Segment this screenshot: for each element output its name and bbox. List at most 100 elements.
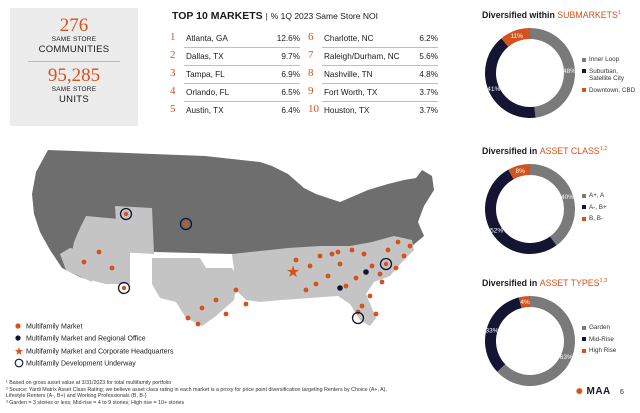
market-row: 4 Orlando, FL 6.5% xyxy=(170,85,300,99)
market-row-divider xyxy=(184,101,300,102)
top-markets-heading: TOP 10 MARKETS xyxy=(172,10,263,22)
us-map: ★ xyxy=(32,150,434,327)
market-marker xyxy=(359,303,365,309)
market-name: Austin, TX xyxy=(186,106,224,115)
donut-slice xyxy=(501,28,530,47)
market-rank: 6 xyxy=(308,31,314,43)
market-value: 9.7% xyxy=(281,52,300,61)
top-markets-subtitle: % 1Q 2023 Same Store NOI xyxy=(270,11,378,21)
market-rank: 7 xyxy=(308,49,314,61)
donut-value-label: 4% xyxy=(520,299,530,306)
market-marker xyxy=(395,239,401,245)
footnote-line: Lifestyle Renters (A-, B+) and Working P… xyxy=(6,393,147,400)
development-ring-dot xyxy=(121,285,127,291)
donut-value-label: 52% xyxy=(490,227,503,234)
donut-title-footnote: 1,3 xyxy=(599,278,608,285)
market-name: Raleigh/Durham, NC xyxy=(324,52,400,61)
market-marker xyxy=(367,293,373,299)
donut-title-prefix: Diversified in xyxy=(482,146,538,156)
legend-label: Suburban, Satellite City xyxy=(589,67,624,83)
footnote-line: ² Source: Yardi Matrix Asset Class Ratin… xyxy=(6,386,387,393)
market-value: 5.6% xyxy=(419,52,438,61)
legend-swatch xyxy=(582,88,586,92)
market-row-divider xyxy=(322,101,438,102)
market-marker xyxy=(329,251,335,257)
legend-label: A-, B+ xyxy=(589,203,607,211)
development-ring-marker xyxy=(117,281,131,295)
donut-title: Diversified in ASSET CLASS1,2 xyxy=(482,146,607,156)
market-marker xyxy=(353,275,359,281)
market-marker xyxy=(317,253,323,259)
market-row: 5 Austin, TX 6.4% xyxy=(170,103,300,117)
donut-title-accent: SUBMARKETS xyxy=(557,10,618,20)
market-name: Orlando, FL xyxy=(186,88,230,97)
donut-chart: 40% 52% 8% xyxy=(484,164,575,255)
donut-slice xyxy=(485,38,536,119)
donut-value-label: 11% xyxy=(510,33,523,40)
top-markets-title: TOP 10 MARKETS | % 1Q 2023 Same Store NO… xyxy=(172,10,462,22)
market-marker xyxy=(379,279,385,285)
legend-item: Downtown, CBD xyxy=(582,87,638,95)
svg-text:★: ★ xyxy=(14,346,24,356)
market-rank: 8 xyxy=(308,67,314,79)
market-marker xyxy=(81,259,87,265)
legend-item: Inner Loop xyxy=(582,56,638,64)
development-ring-marker xyxy=(119,207,133,221)
legend-item: A-, B+ xyxy=(582,204,638,212)
market-value: 12.6% xyxy=(276,34,300,43)
market-rank: 4 xyxy=(170,85,176,97)
headquarters-star-icon: ★ xyxy=(286,264,300,281)
donut-value-label: 41% xyxy=(487,86,500,93)
stats-box: 276 SAME STORE COMMUNITIES 95,285 SAME S… xyxy=(10,8,138,126)
page-number: 6 xyxy=(620,389,624,396)
market-marker xyxy=(313,281,319,287)
donut-value-label: 40% xyxy=(561,194,574,201)
communities-sub: SAME STORE xyxy=(51,36,97,43)
map-legend-item: ★ Multifamily Market and Corporate Headqu… xyxy=(14,346,173,358)
donut-value-label: 63% xyxy=(560,354,573,361)
market-row: 6 Charlotte, NC 6.2% xyxy=(308,31,438,45)
title-separator: | xyxy=(265,11,268,21)
market-value: 3.7% xyxy=(419,88,438,97)
maa-logo: ✺ MAA xyxy=(576,386,611,397)
donut-title-accent: ASSET CLASS xyxy=(539,146,600,156)
market-marker xyxy=(223,311,229,317)
legend-item: A+, A xyxy=(582,192,638,200)
legend-swatch xyxy=(582,348,586,353)
development-ring-dot xyxy=(123,211,129,217)
market-marker xyxy=(349,247,355,253)
donut-legend: Inner Loop Suburban, Satellite City Downto… xyxy=(582,56,638,98)
market-row-divider xyxy=(184,47,300,48)
market-value: 6.5% xyxy=(281,88,300,97)
market-name: Dallas, TX xyxy=(186,52,224,61)
navy-dot-icon xyxy=(14,334,26,344)
market-name: Atlanta, GA xyxy=(186,34,228,43)
development-ring-marker xyxy=(379,257,393,271)
market-row: 9 Fort Worth, TX 3.7% xyxy=(308,85,438,99)
development-ring-marker xyxy=(351,311,365,325)
market-marker xyxy=(373,311,379,317)
donut-title: Diversified within SUBMARKETS1 xyxy=(482,10,621,20)
regional-office-marker xyxy=(363,269,369,275)
legend-label: Garden xyxy=(589,324,611,331)
donut-legend: A+, A A-, B+ B, B- xyxy=(582,192,638,227)
market-marker xyxy=(293,257,299,263)
market-marker xyxy=(361,251,367,257)
units-value: 95,285 xyxy=(47,65,101,86)
star-icon: ★ xyxy=(14,346,26,358)
legend-label: B, B- xyxy=(589,215,603,222)
market-value: 6.9% xyxy=(281,70,300,79)
market-row: 7 Raleigh/Durham, NC 5.6% xyxy=(308,49,438,63)
legend-label: A+, A xyxy=(589,192,605,199)
donut-slice xyxy=(518,296,530,309)
market-rank: 1 xyxy=(170,31,176,43)
donut-chart: 48% 41% 11% xyxy=(485,28,576,119)
regional-office-marker xyxy=(337,285,343,291)
market-marker xyxy=(213,297,219,303)
ring-icon xyxy=(14,358,26,370)
legend-swatch xyxy=(582,325,586,330)
stats-divider xyxy=(28,61,120,62)
donut-chart: 63% 33% 4% xyxy=(485,296,575,386)
communities-value: 276 xyxy=(59,15,89,36)
donut-title-prefix: Diversified within xyxy=(482,10,555,20)
